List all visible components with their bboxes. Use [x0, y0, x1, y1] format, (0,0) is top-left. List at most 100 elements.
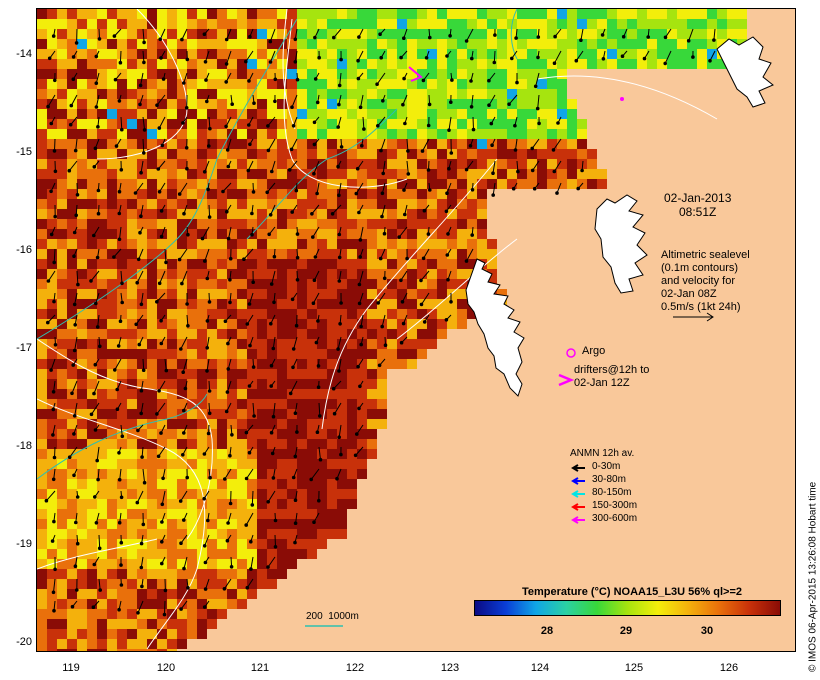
sst-cell	[127, 249, 137, 259]
velocity-arrow-head	[421, 256, 426, 261]
sst-cell	[297, 429, 307, 439]
sst-cell	[77, 299, 87, 309]
sst-cell	[237, 129, 247, 139]
sst-cell	[737, 19, 747, 29]
sst-cell	[167, 9, 177, 19]
sst-cell	[397, 249, 407, 259]
sst-cell	[327, 429, 337, 439]
sst-cell	[147, 39, 157, 49]
sst-cell	[107, 159, 117, 169]
sst-cell	[47, 409, 57, 419]
sst-cell	[287, 529, 297, 539]
sst-cell	[97, 269, 107, 279]
sst-cell	[137, 69, 147, 79]
sst-cell	[277, 359, 287, 369]
velocity-arrow-head	[53, 214, 58, 219]
sst-cell	[347, 339, 357, 349]
velocity-arrow-head	[140, 584, 144, 589]
sst-cell	[417, 139, 427, 149]
sst-cell	[77, 149, 87, 159]
sst-cell	[87, 639, 97, 649]
sst-cell	[227, 329, 237, 339]
sst-cell	[187, 359, 197, 369]
velocity-arrow	[249, 292, 254, 305]
velocity-arrow-head	[69, 103, 74, 108]
sst-cell	[87, 419, 97, 429]
sst-cell	[57, 29, 67, 39]
velocity-arrow	[204, 534, 210, 546]
sst-cell	[587, 169, 597, 179]
velocity-arrow-head	[139, 411, 143, 416]
sst-cell	[57, 229, 67, 239]
sst-cell	[207, 149, 217, 159]
sst-cell	[277, 449, 287, 459]
velocity-arrow	[492, 182, 496, 196]
sst-cell	[227, 109, 237, 119]
sst-cell	[107, 479, 117, 489]
altimetry-note-line: (0.1m contours)	[661, 262, 739, 274]
velocity-arrow-head	[228, 278, 232, 282]
velocity-arrow	[74, 402, 78, 416]
sst-cell	[307, 249, 317, 259]
sst-cell	[407, 289, 417, 299]
velocity-arrow	[142, 50, 145, 63]
sst-cell	[77, 179, 87, 189]
sst-cell	[457, 289, 467, 299]
sst-cell	[57, 529, 67, 539]
velocity-arrow-head	[337, 279, 342, 283]
sst-cell	[177, 29, 187, 39]
sst-cell	[337, 309, 347, 319]
sst-cell	[77, 119, 87, 129]
sst-cell	[197, 209, 207, 219]
sst-cell	[167, 329, 177, 339]
sst-cell	[247, 169, 257, 179]
sst-cell	[117, 419, 127, 429]
sst-cell	[197, 319, 207, 329]
sst-cell	[57, 469, 67, 479]
sst-cell	[47, 39, 57, 49]
velocity-arrow	[355, 182, 364, 194]
sst-cell	[577, 49, 587, 59]
sst-cell	[297, 239, 307, 249]
sst-cell	[187, 129, 197, 139]
sst-cell	[157, 89, 167, 99]
sst-cell	[487, 149, 497, 159]
velocity-arrow-head	[487, 103, 491, 107]
sst-cell	[477, 219, 487, 229]
sst-cell	[177, 509, 187, 519]
sst-cell	[677, 39, 687, 49]
sst-cell	[347, 109, 357, 119]
sst-cell	[287, 209, 297, 219]
sst-cell	[227, 39, 237, 49]
sst-cell	[217, 299, 227, 309]
velocity-arrow-head	[402, 76, 406, 81]
velocity-arrow-head	[332, 35, 336, 40]
velocity-arrow	[359, 226, 364, 240]
sst-cell	[57, 199, 67, 209]
velocity-arrow-head	[74, 41, 79, 45]
sst-cell	[247, 409, 257, 419]
sst-cell	[67, 479, 77, 489]
sst-cell	[437, 219, 447, 229]
sst-cell	[87, 479, 97, 489]
sst-cell	[237, 229, 247, 239]
sst-cell	[87, 529, 97, 539]
sst-cell	[337, 99, 347, 109]
sst-cell	[77, 339, 87, 349]
velocity-arrow-head	[686, 39, 691, 43]
sst-cell	[227, 199, 237, 209]
sst-cell	[307, 439, 317, 449]
velocity-arrow-head	[200, 236, 205, 241]
sst-cell	[487, 239, 497, 249]
sst-cell	[217, 449, 227, 459]
sst-cell	[227, 339, 237, 349]
sst-cell	[227, 379, 237, 389]
sst-cell	[367, 9, 377, 19]
sst-cell	[447, 9, 457, 19]
sst-cell	[167, 49, 177, 59]
sst-cell	[107, 139, 117, 149]
sst-cell	[47, 329, 57, 339]
sst-cell	[267, 219, 277, 229]
velocity-arrow-head	[160, 561, 164, 566]
sst-cell	[197, 349, 207, 359]
